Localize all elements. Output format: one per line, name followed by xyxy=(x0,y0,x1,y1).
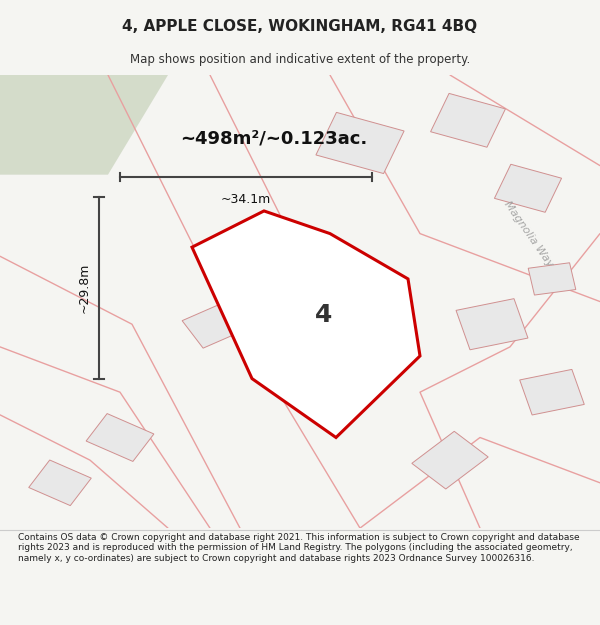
Text: ~498m²/~0.123ac.: ~498m²/~0.123ac. xyxy=(180,129,367,148)
Polygon shape xyxy=(316,112,404,174)
Polygon shape xyxy=(192,211,420,438)
Text: ~34.1m: ~34.1m xyxy=(221,193,271,206)
Polygon shape xyxy=(265,253,335,305)
Text: 4: 4 xyxy=(316,303,332,327)
Polygon shape xyxy=(86,414,154,461)
Polygon shape xyxy=(520,369,584,415)
Polygon shape xyxy=(431,93,505,148)
Polygon shape xyxy=(0,75,168,174)
Polygon shape xyxy=(412,431,488,489)
Text: Contains OS data © Crown copyright and database right 2021. This information is : Contains OS data © Crown copyright and d… xyxy=(18,533,580,562)
Text: ~29.8m: ~29.8m xyxy=(77,262,91,313)
Text: Map shows position and indicative extent of the property.: Map shows position and indicative extent… xyxy=(130,52,470,66)
Polygon shape xyxy=(182,300,250,348)
Polygon shape xyxy=(494,164,562,212)
Polygon shape xyxy=(456,299,528,350)
Text: 4, APPLE CLOSE, WOKINGHAM, RG41 4BQ: 4, APPLE CLOSE, WOKINGHAM, RG41 4BQ xyxy=(122,19,478,34)
Polygon shape xyxy=(528,262,576,295)
Text: Magnolia Way: Magnolia Way xyxy=(502,199,554,268)
Polygon shape xyxy=(29,460,91,506)
